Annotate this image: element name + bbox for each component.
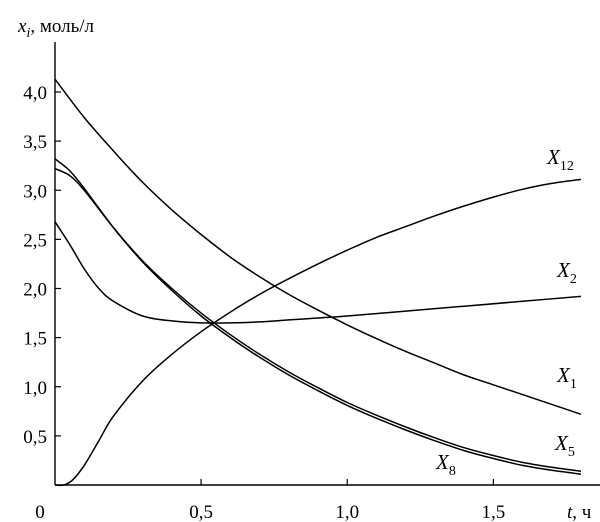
y-axis-title: xi, моль/л xyxy=(17,16,95,41)
x-tick-label: 0 xyxy=(35,502,45,522)
series-label-x1: X1 xyxy=(556,363,577,392)
series-line-x1 xyxy=(54,78,582,416)
y-tick-label: 1,0 xyxy=(23,378,47,399)
y-tick-label: 4,0 xyxy=(23,83,47,104)
y-tick-label: 3,0 xyxy=(23,181,47,202)
y-tick-label: 2,5 xyxy=(23,230,47,251)
y-tick-label: 1,5 xyxy=(23,329,47,350)
series-label-x8: X8 xyxy=(435,450,456,479)
x-axis-title: t, ч xyxy=(567,502,592,522)
series-label-x12: X12 xyxy=(546,145,574,174)
y-tick-label: 3,5 xyxy=(23,132,47,153)
y-tick-label: 0,5 xyxy=(23,427,47,448)
y-tick-label: 2,0 xyxy=(23,280,47,301)
series-line-x5 xyxy=(54,167,582,472)
x-tick-label: 1,5 xyxy=(481,502,505,522)
series-line-x2 xyxy=(54,221,582,324)
series-label-x2: X2 xyxy=(556,258,577,287)
series-line-x8 xyxy=(54,158,582,475)
x-tick-label: 0,5 xyxy=(189,502,213,522)
series-label-x5: X5 xyxy=(554,431,575,460)
series-line-x12 xyxy=(54,178,582,487)
x-tick-label: 1,0 xyxy=(335,502,359,522)
